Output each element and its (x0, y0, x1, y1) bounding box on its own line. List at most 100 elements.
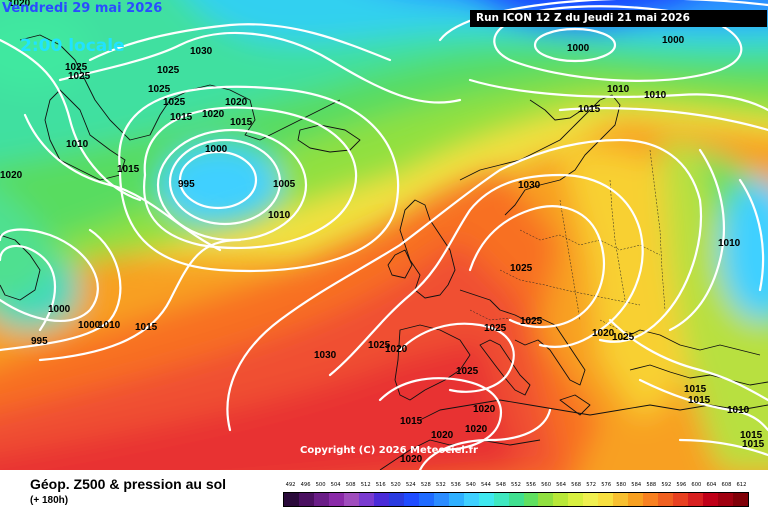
legend-label: 612 (736, 482, 747, 488)
pressure-label: 1015 (740, 430, 763, 441)
legend-label: 512 (360, 482, 371, 488)
pressure-label: 1020 (400, 454, 423, 465)
legend-swatch (478, 493, 494, 506)
pressure-label: 1025 (163, 97, 186, 108)
legend-label: 500 (315, 482, 326, 488)
pressure-label: 1025 (65, 62, 88, 73)
legend-swatch (733, 493, 749, 506)
pressure-label: 1015 (578, 104, 601, 115)
pressure-label: 1025 (484, 323, 507, 334)
pressure-label: 1000 (567, 43, 590, 54)
geopotential-field (0, 0, 768, 470)
legend-label: 596 (676, 482, 687, 488)
legend-label: 604 (706, 482, 717, 488)
legend-swatch (583, 493, 599, 506)
pressure-label: 1015 (117, 164, 140, 175)
pressure-label: 1025 (612, 332, 635, 343)
pressure-label: 1015 (684, 384, 707, 395)
legend-swatch (418, 493, 434, 506)
pressure-label: 1010 (607, 84, 630, 95)
legend-label: 576 (601, 482, 612, 488)
legend-swatch (313, 493, 329, 506)
legend-label: 516 (375, 482, 386, 488)
legend-swatch (284, 493, 299, 506)
map-title: Géop. Z500 & pression au sol (30, 476, 227, 492)
pressure-label: 1015 (400, 416, 423, 427)
legend-swatch (658, 493, 674, 506)
legend-label: 584 (631, 482, 642, 488)
legend-label: 564 (556, 482, 567, 488)
legend-swatch (328, 493, 344, 506)
legend-label: 540 (465, 482, 476, 488)
pressure-label: 1025 (68, 71, 91, 82)
pressure-label: 1000 (78, 320, 101, 331)
pressure-label: 1030 (190, 46, 213, 57)
legend-label: 496 (300, 482, 311, 488)
pressure-label: 1015 (230, 117, 253, 128)
isobars (0, 0, 768, 470)
pressure-label: 1010 (718, 238, 741, 249)
run-info-text: Run ICON 12 Z du Jeudi 21 mai 2026 (476, 12, 690, 24)
legend-swatch (508, 493, 524, 506)
legend-swatch (373, 493, 389, 506)
legend-label: 492 (285, 482, 296, 488)
pressure-label: 1005 (273, 179, 296, 190)
pressure-label: 1020 (473, 404, 496, 415)
valid-date: Vendredi 29 mai 2026 (2, 1, 163, 16)
legend-swatch (613, 493, 629, 506)
legend-swatch (643, 493, 659, 506)
pressure-labels: 1000 1000 1010 1010 1015 1030 1025 1025 … (0, 0, 765, 465)
legend-label: 572 (586, 482, 597, 488)
copyright-notice: Copyright (C) 2026 Meteociel.fr (300, 445, 478, 456)
pressure-label: 995 (31, 336, 48, 347)
pressure-label: 1010 (66, 139, 89, 150)
pressure-label: 1015 (688, 395, 711, 406)
pressure-label: 1015 (135, 322, 158, 333)
pressure-label: 1020 (431, 430, 454, 441)
legend-swatch (553, 493, 569, 506)
legend-swatch (403, 493, 419, 506)
pressure-label: 1020 (465, 424, 488, 435)
legend-swatch (463, 493, 479, 506)
legend-label: 608 (721, 482, 732, 488)
pressure-label: 1020 (225, 97, 248, 108)
pressure-label: 1025 (520, 316, 543, 327)
pressure-label: 1000 (205, 144, 228, 155)
legend-label: 524 (405, 482, 416, 488)
legend-label: 544 (480, 482, 491, 488)
legend-swatch (673, 493, 689, 506)
legend-swatch (688, 493, 704, 506)
legend-swatch (538, 493, 554, 506)
legend-label: 508 (345, 482, 356, 488)
pressure-label: 1010 (268, 210, 291, 221)
legend-label: 528 (420, 482, 431, 488)
pressure-label: 1020 (592, 328, 615, 339)
legend-label: 560 (541, 482, 551, 488)
pressure-label: 1020 (0, 170, 23, 181)
pressure-label: 1000 (48, 304, 71, 315)
legend-label: 592 (661, 482, 672, 488)
legend-swatch (598, 493, 614, 506)
legend-swatch (448, 493, 464, 506)
legend-swatch (388, 493, 404, 506)
legend-swatch (298, 493, 314, 506)
local-time: 2:00 locale (20, 36, 125, 56)
legend-label: 552 (511, 482, 521, 488)
pressure-label: 995 (178, 179, 195, 190)
legend-label: 532 (435, 482, 446, 488)
legend-label: 536 (450, 482, 461, 488)
legend-labels: 492 496 500 504 508 512 516 520 524 528 532 536 540 5… (283, 480, 749, 490)
pressure-label: 1010 (644, 90, 667, 101)
pressure-label: 1025 (157, 65, 180, 76)
legend-swatch (343, 493, 359, 506)
geopotential-map-svg: 1000 1000 1010 1010 1015 1030 1025 1025 … (0, 0, 768, 470)
legend-label: 600 (691, 482, 702, 488)
legend-swatch (493, 493, 509, 506)
pressure-label: 1020 (8, 0, 31, 9)
pressure-label: 1020 (202, 109, 225, 120)
legend-label: 588 (646, 482, 657, 488)
pressure-label: 1030 (314, 350, 337, 361)
pressure-label: 1025 (368, 340, 391, 351)
pressure-label: 1025 (510, 263, 533, 274)
legend-label: 548 (496, 482, 506, 488)
